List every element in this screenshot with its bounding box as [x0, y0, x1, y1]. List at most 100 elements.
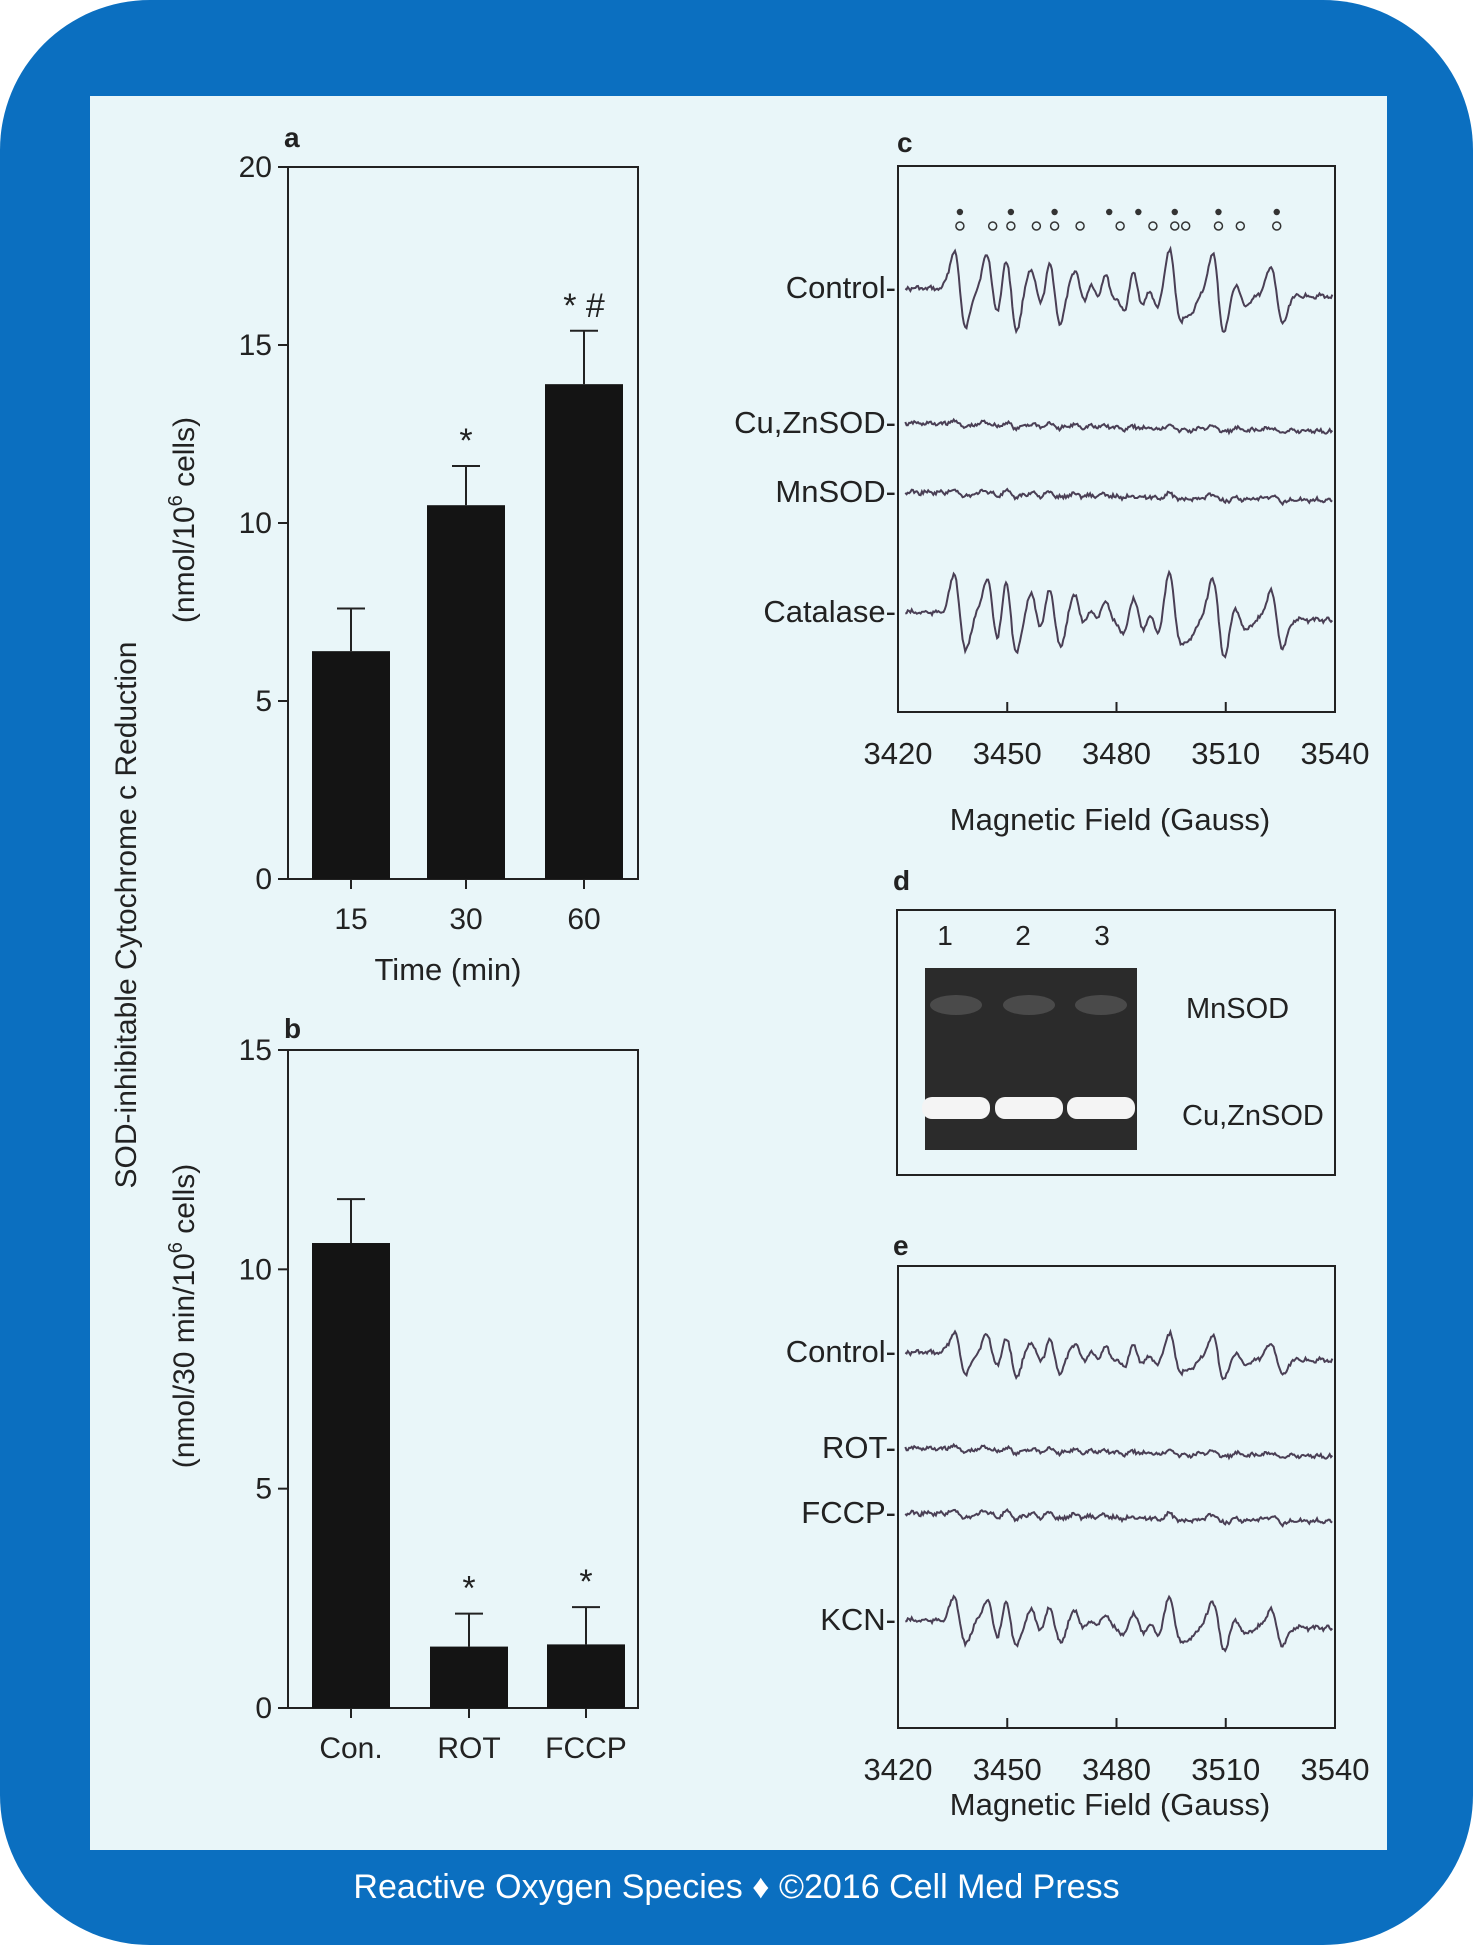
panel-c: c 3420 3450 3480 3510 3540 Control- Cu,ZnSOD- M…	[734, 127, 1369, 837]
y-tick-label: 10	[239, 1253, 272, 1286]
spectrum-trace	[904, 487, 1333, 507]
x-tick-label: 3450	[973, 736, 1042, 771]
spectrum-trace	[905, 1594, 1334, 1653]
spectrum-trace	[904, 245, 1334, 335]
panel-a-letter: a	[284, 122, 300, 153]
x-tick-label: 3480	[1082, 1752, 1151, 1787]
spectrum-trace	[904, 1442, 1334, 1461]
gel-band-mnsod	[930, 995, 982, 1015]
significance-marker: *	[462, 1570, 475, 1608]
spectrum-label: Control-	[786, 270, 896, 305]
panel-d: d 1 2 3 MnSOD Cu,ZnSOD	[893, 865, 1336, 1176]
x-tick-label: 3510	[1191, 736, 1260, 771]
significance-marker: *	[579, 1563, 592, 1601]
bar	[427, 505, 505, 879]
gel-band-label-cuznsod: Cu,ZnSOD	[1182, 1100, 1324, 1132]
y-tick-label: 0	[255, 1692, 272, 1725]
gel-lane-number: 1	[937, 920, 953, 951]
y-tick-label: 5	[255, 685, 272, 718]
panel-a-y-label-sup: 6	[165, 495, 187, 506]
y-tick-label: 15	[239, 1034, 272, 1067]
spectrum-trace	[904, 1508, 1333, 1528]
y-tick-label: 5	[255, 1473, 272, 1506]
dot-marker	[1106, 208, 1113, 216]
circle-marker	[955, 221, 965, 231]
dot-marker	[1051, 208, 1058, 216]
spectrum-label: Cu,ZnSOD-	[734, 405, 896, 440]
gel-lane-number: 2	[1015, 920, 1031, 951]
x-tick-label: FCCP	[545, 1732, 627, 1765]
circle-marker	[1075, 221, 1085, 231]
circle-marker	[1031, 221, 1042, 231]
bar	[312, 651, 390, 879]
dot-marker	[1273, 208, 1280, 216]
circle-marker	[1271, 221, 1282, 231]
panel-b-y-label-post: cells)	[168, 1164, 201, 1242]
panel-b-y-label-pre: (nmol/30 min/10	[168, 1253, 201, 1468]
circle-marker	[1213, 221, 1224, 231]
circle-marker	[1235, 221, 1246, 231]
dot-marker	[1215, 208, 1222, 216]
x-tick-label: 3540	[1301, 1752, 1370, 1787]
panel-d-frame	[896, 909, 1336, 1176]
gel-band-cuznsod	[995, 1097, 1063, 1119]
bar	[545, 384, 623, 879]
dot-marker	[1135, 208, 1142, 216]
x-tick-label: 3420	[864, 1752, 933, 1787]
x-tick-label: 3450	[973, 1752, 1042, 1787]
x-tick-label: 15	[334, 903, 367, 936]
panel-d-letter: d	[893, 865, 910, 896]
panel-b-letter: b	[284, 1013, 301, 1044]
x-tick-label: 3540	[1301, 736, 1370, 771]
y-tick-label: 0	[255, 863, 272, 896]
panel-a: a (nmol/106 cells) 0 5 10 15 20 15 30 * 60 * # Ti…	[165, 122, 639, 987]
spectrum-trace	[904, 417, 1334, 436]
circle-marker	[1148, 221, 1158, 231]
spectrum-label: FCCP-	[801, 1495, 896, 1530]
y-tick-label: 20	[239, 151, 272, 184]
panel-a-x-label: Time (min)	[375, 952, 522, 987]
dot-marker	[956, 208, 964, 216]
panel-a-y-label-pre: (nmol/10	[168, 506, 201, 623]
panel-c-plot-frame	[897, 165, 1336, 713]
dot-marker	[1007, 208, 1015, 216]
spectrum-label: Control-	[786, 1334, 896, 1369]
spectrum-trace	[905, 569, 1334, 659]
circle-marker	[1006, 221, 1016, 231]
y-tick-label: 10	[239, 507, 272, 540]
panel-b: b (nmol/30 min/106 cells) 0 5 10 15 Con. ROT *…	[165, 1013, 639, 1765]
gel-band-mnsod	[1003, 995, 1055, 1015]
dot-marker	[1171, 208, 1178, 216]
panel-e-letter: e	[893, 1230, 909, 1261]
x-tick-label: 30	[449, 903, 482, 936]
panel-e: e 3420 3450 3480 3510 3540 Control- ROT- FCCP- K…	[786, 1230, 1370, 1822]
significance-marker: * #	[563, 287, 605, 325]
x-tick-label: Con.	[319, 1732, 382, 1765]
x-tick-label: 3420	[864, 736, 933, 771]
circle-marker	[1115, 221, 1125, 231]
panel-c-spectra: 3420 3450 3480 3510 3540 Control- Cu,ZnSOD- MnS…	[734, 208, 1370, 771]
bar	[312, 1243, 390, 1708]
bar	[430, 1646, 508, 1708]
panel-b-y-label-sup: 6	[165, 1242, 187, 1253]
spectrum-label: MnSOD-	[775, 474, 896, 509]
panel-c-letter: c	[897, 127, 913, 158]
gel-band-cuznsod	[922, 1097, 990, 1119]
footer-caption: Reactive Oxygen Species ♦ ©2016 Cell Med…	[353, 1868, 1120, 1906]
panel-e-spectra: 3420 3450 3480 3510 3540 Control- ROT- FCCP- KCN…	[786, 1328, 1370, 1787]
panel-c-x-label: Magnetic Field (Gauss)	[950, 802, 1270, 837]
circle-marker	[1180, 221, 1191, 231]
circle-marker	[1049, 221, 1060, 231]
gel-band-cuznsod	[1067, 1097, 1135, 1119]
gel-lane-number: 3	[1094, 920, 1110, 951]
panel-e-x-label: Magnetic Field (Gauss)	[950, 1787, 1270, 1822]
circle-marker	[1170, 221, 1180, 231]
shared-y-axis-label: SOD-inhibitable Cytochrome c Reduction	[110, 642, 143, 1189]
panel-b-y-label: (nmol/30 min/106 cells)	[165, 1164, 201, 1469]
y-tick-label: 15	[239, 329, 272, 362]
spectrum-label: Catalase-	[763, 594, 896, 629]
significance-marker: *	[459, 422, 472, 460]
x-tick-label: 3480	[1082, 736, 1151, 771]
figure-background	[90, 96, 1387, 1850]
